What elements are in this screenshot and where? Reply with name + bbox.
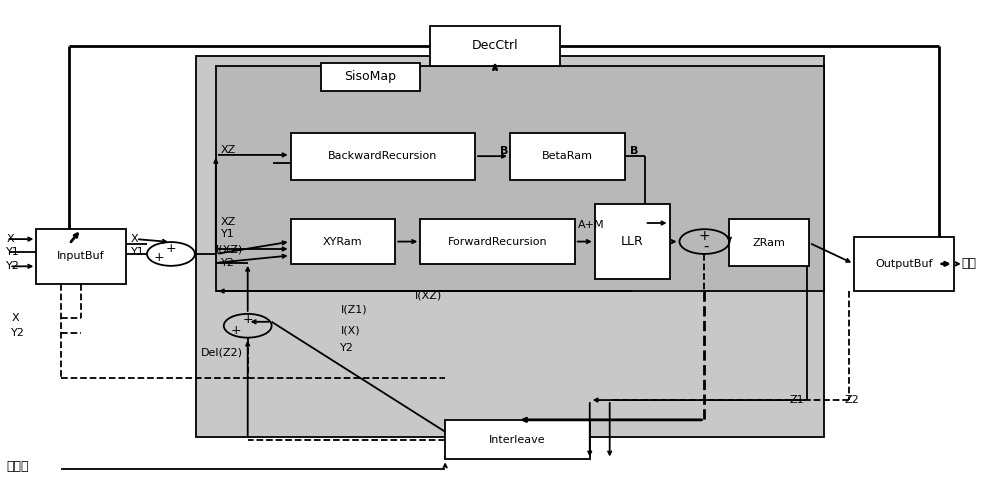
Text: X: X	[6, 234, 14, 244]
Text: B: B	[500, 146, 508, 156]
Bar	[854, 237, 954, 291]
Text: +: +	[230, 324, 241, 337]
Text: InputBuf: InputBuf	[57, 251, 105, 261]
Text: I(XZ): I(XZ)	[415, 290, 442, 301]
Text: X: X	[131, 234, 139, 244]
Text: Y1: Y1	[221, 229, 235, 239]
Bar	[510, 132, 625, 180]
Text: Y2: Y2	[221, 258, 235, 268]
Bar	[36, 229, 126, 284]
Text: +: +	[699, 229, 710, 243]
Bar	[196, 56, 824, 437]
Bar	[216, 66, 824, 291]
Text: XYRam: XYRam	[323, 237, 363, 247]
Text: I(X): I(X)	[340, 326, 360, 336]
Text: 交织表: 交织表	[6, 460, 29, 474]
Text: Y1: Y1	[6, 248, 20, 257]
Text: +: +	[154, 251, 164, 264]
Bar	[420, 219, 575, 264]
Text: Del(Z2): Del(Z2)	[201, 348, 243, 358]
Bar	[291, 132, 475, 180]
Text: I(Z1): I(Z1)	[340, 304, 367, 314]
Text: -: -	[704, 239, 709, 254]
Text: Y2: Y2	[340, 343, 354, 353]
Text: SisoMap: SisoMap	[344, 70, 396, 83]
Text: +: +	[166, 242, 176, 254]
Bar	[729, 219, 809, 266]
Text: OutputBuf: OutputBuf	[875, 259, 933, 269]
Text: Y1: Y1	[131, 248, 145, 257]
Text: Z2: Z2	[844, 395, 859, 405]
Bar	[291, 219, 395, 264]
Text: Z1: Z1	[789, 395, 804, 405]
Text: BetaRam: BetaRam	[542, 151, 593, 161]
Bar	[430, 26, 560, 66]
Text: Y2: Y2	[11, 328, 25, 338]
Text: Y2: Y2	[6, 261, 20, 271]
Text: ForwardRecursion: ForwardRecursion	[448, 237, 547, 247]
Text: DecCtrl: DecCtrl	[472, 39, 518, 52]
Text: 输出: 输出	[962, 257, 977, 270]
Text: A+M: A+M	[578, 220, 604, 230]
Text: XZ: XZ	[221, 145, 236, 155]
Text: X: X	[11, 313, 19, 323]
Bar	[445, 420, 590, 460]
Bar	[320, 63, 420, 91]
Text: Interleave: Interleave	[489, 435, 546, 445]
Text: XZ: XZ	[221, 217, 236, 227]
Text: B: B	[630, 146, 638, 156]
Text: ZRam: ZRam	[753, 238, 786, 248]
Text: LLR: LLR	[621, 235, 644, 248]
Text: I(XZ): I(XZ)	[216, 244, 243, 254]
Bar	[595, 205, 670, 279]
Text: BackwardRecursion: BackwardRecursion	[328, 151, 438, 161]
Text: +: +	[242, 313, 253, 326]
